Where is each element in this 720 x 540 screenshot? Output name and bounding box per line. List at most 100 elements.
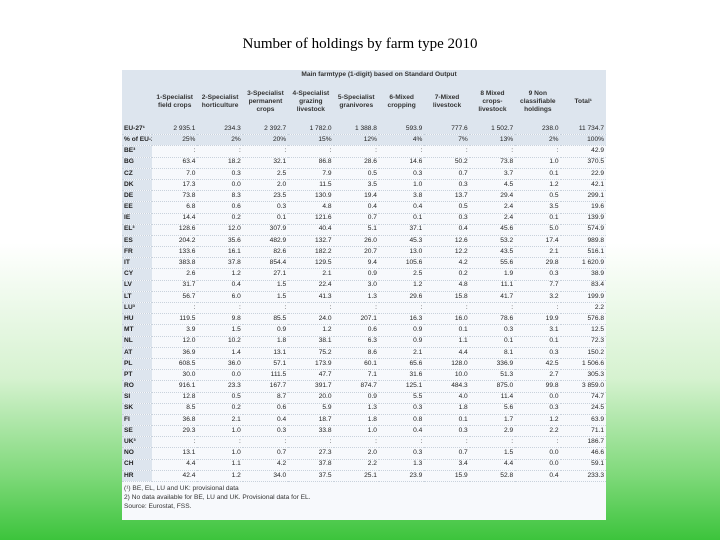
cell: 1.2	[515, 179, 561, 192]
cell: 25%	[152, 134, 198, 147]
cell: 37.5	[288, 470, 334, 483]
row-label: CH	[122, 459, 152, 471]
row-label: NO	[122, 447, 152, 460]
cell: 56.7	[152, 291, 198, 304]
cell: 3.5	[333, 179, 379, 192]
cell: 18.7	[288, 414, 334, 427]
cell: 0.6	[197, 201, 243, 214]
group-header: Main farmtype (1-digit) based on Standar…	[152, 70, 606, 80]
cell: 15%	[288, 134, 334, 147]
cell: 370.5	[560, 157, 606, 169]
cell: 3.8	[378, 190, 425, 203]
cell: 125.1	[378, 380, 425, 393]
cell: 0.9	[378, 324, 425, 337]
cell: 4.2	[424, 257, 470, 270]
cell: 2.1	[288, 268, 334, 281]
row-label: IE	[122, 213, 152, 225]
cell: 0.3	[378, 403, 425, 415]
cell: 36.8	[152, 414, 198, 427]
cell: 38.9	[560, 268, 606, 281]
cell: 17.3	[152, 179, 198, 192]
cell: 29.3	[152, 425, 198, 438]
row-label: EE	[122, 201, 152, 214]
cell: 1.1	[424, 336, 470, 348]
cell: 35.6	[197, 235, 243, 248]
cell: 4.4	[469, 459, 516, 471]
cell: 0.6	[242, 403, 289, 415]
cell: 1.0	[197, 447, 243, 460]
cell: :	[197, 436, 243, 449]
table-row: SI 12.8 0.5 8.7 20.0 0.9 5.5 4.0 11.4 0.0 74.7	[122, 392, 606, 404]
cell: :	[152, 145, 198, 158]
cell: 0.0	[515, 392, 561, 404]
cell: 0.3	[424, 179, 470, 192]
column-header: 5-Specialist granivores	[333, 80, 379, 124]
header-row: 1-Specialist field crops 2-Specialist hor…	[122, 80, 606, 124]
table-row: FI 36.8 2.1 0.4 18.7 1.8 0.8 0.1 1.7 1.2 63.9	[122, 414, 606, 427]
cell: 12.2	[424, 246, 470, 259]
table-row: CY 2.6 1.2 27.1 2.1 0.9 2.5 0.2 1.9 0.3 38.9	[122, 268, 606, 281]
cell: 173.9	[288, 358, 334, 371]
cell: 73.8	[469, 157, 516, 169]
cell: 31.6	[378, 369, 425, 382]
cell: 11.4	[469, 392, 516, 404]
cell: 1.4	[197, 347, 243, 359]
cell: :	[333, 145, 379, 158]
cell: :	[197, 302, 243, 315]
cell: 0.3	[378, 447, 425, 460]
cell: 1.0	[333, 425, 379, 438]
cell: 4.8	[424, 280, 470, 292]
cell: 139.9	[560, 213, 606, 225]
cell: :	[515, 436, 561, 449]
cell: 0.6	[333, 324, 379, 337]
cell: 19.9	[515, 313, 561, 326]
cell: 19.6	[560, 201, 606, 214]
cell: 37.8	[288, 459, 334, 471]
cell: 53.2	[469, 235, 516, 248]
cell: 30.0	[152, 369, 198, 382]
cell: 10.0	[424, 369, 470, 382]
cell: 33.8	[288, 425, 334, 438]
cell: 1.8	[242, 336, 289, 348]
cell: 16.0	[424, 313, 470, 326]
cell: 12.5	[560, 324, 606, 337]
table-row: LU³:::::::::2.2	[122, 302, 606, 315]
cell: 13.1	[242, 347, 289, 359]
cell: 121.6	[288, 213, 334, 225]
row-label: CY	[122, 268, 152, 281]
table-row: DK 17.3 0.0 2.0 11.5 3.5 1.0 0.3 4.5 1.2 42.1	[122, 179, 606, 192]
cell: 43.5	[469, 246, 516, 259]
cell: 6.0	[197, 291, 243, 304]
cell: 6.8	[152, 201, 198, 214]
table-row: CZ 7.0 0.3 2.5 7.9 0.5 0.3 0.7 3.7 0.1 22.9	[122, 168, 606, 180]
table-row: RO 916.1 23.3 167.7 391.7 874.7 125.1 484.3 875.…	[122, 380, 606, 393]
cell: 42.4	[152, 470, 198, 483]
table-row: CH 4.4 1.1 4.2 37.8 2.2 1.3 3.4 4.4 0.0 59.1	[122, 459, 606, 471]
table-row: LT 56.7 6.0 1.5 41.3 1.3 29.6 15.8 41.7 3.2 199.9	[122, 291, 606, 304]
cell: 0.2	[197, 403, 243, 415]
cell: 2.2	[515, 425, 561, 438]
cell: 0.3	[242, 201, 289, 214]
cell: 2.6	[152, 268, 198, 281]
cell: :	[288, 436, 334, 449]
cell: 0.8	[378, 414, 425, 427]
cell: 86.8	[288, 157, 334, 169]
row-label: DK	[122, 179, 152, 192]
cell: 65.6	[378, 358, 425, 371]
cell: 5.0	[515, 224, 561, 236]
cell: 0.4	[242, 414, 289, 427]
cell: 72.3	[560, 336, 606, 348]
cell: :	[242, 302, 289, 315]
cell: 593.9	[378, 124, 425, 136]
cell: 0.1	[424, 324, 470, 337]
cell: 207.1	[333, 313, 379, 326]
table-row: PT 30.0 0.0 111.5 47.7 7.1 31.6 10.0 51.3 2.7 305.…	[122, 369, 606, 382]
cell: 3.2	[515, 291, 561, 304]
cell: 14.4	[152, 213, 198, 225]
cell: 1.3	[333, 403, 379, 415]
cell: 4.4	[424, 347, 470, 359]
cell: 1.5	[197, 324, 243, 337]
cell: 5.9	[288, 403, 334, 415]
cell: 0.1	[378, 213, 425, 225]
cell: 1 502.7	[469, 124, 516, 136]
